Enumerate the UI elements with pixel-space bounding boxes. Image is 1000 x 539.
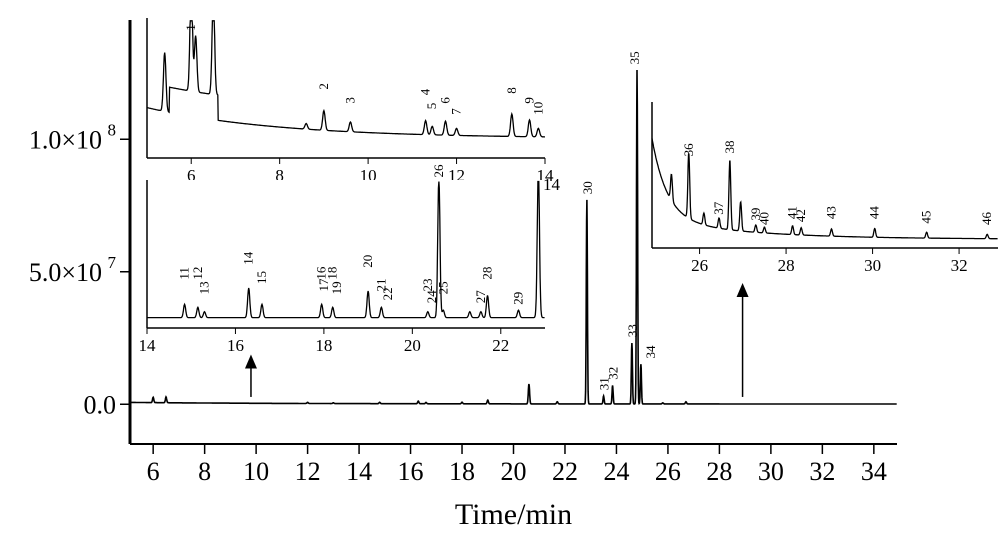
main-x-tick-label: 22 bbox=[552, 457, 578, 486]
main-x-tick-label: 6 bbox=[147, 457, 160, 486]
inset-top-peak-label: 3 bbox=[342, 97, 357, 104]
main-x-tick-label: 14 bbox=[346, 457, 372, 486]
inset-top-peak-label: 6 bbox=[438, 97, 453, 104]
main-x-tick-label: 32 bbox=[809, 457, 835, 486]
inset-top-peak-label: 9 bbox=[522, 97, 537, 104]
inset-top-peak-label: 10 bbox=[530, 102, 545, 115]
main-x-tick-label: 16 bbox=[398, 457, 424, 486]
inset-right-trace bbox=[651, 138, 998, 240]
inset-right-peak-label: 36 bbox=[681, 143, 696, 157]
inset-top-peak-label: 1 bbox=[183, 24, 198, 31]
main-peak-label: 31 bbox=[597, 377, 612, 390]
inset-middle-peak-label: 17 bbox=[316, 278, 331, 292]
inset-top-x-tick-label: 6 bbox=[187, 166, 196, 185]
inset-middle-x-tick-label: 18 bbox=[315, 336, 332, 355]
inset-top-peak-label: 7 bbox=[449, 108, 464, 115]
inset-right-x-tick-label: 30 bbox=[864, 256, 881, 275]
inset-right-peak-label: 41 bbox=[785, 206, 800, 219]
inset-right-peak-label: 44 bbox=[867, 206, 882, 220]
main-peak-label: 34 bbox=[643, 345, 658, 359]
inset-middle-trace bbox=[147, 180, 545, 319]
main-peak-label: 33 bbox=[625, 324, 640, 337]
inset-middle-peak-label: 28 bbox=[480, 267, 495, 280]
inset-middle-peak-label: 25 bbox=[435, 281, 450, 294]
zoom-arrow-head bbox=[244, 354, 257, 369]
inset-right-background bbox=[652, 102, 998, 248]
inset-top-background bbox=[147, 18, 545, 158]
main-y-tick-label: 0.0 bbox=[84, 390, 117, 419]
inset-middle-peak-label: 12 bbox=[190, 267, 205, 280]
inset-top-peak-label: 5 bbox=[424, 103, 439, 110]
inset-right-peak-label: 40 bbox=[756, 212, 771, 225]
main-x-tick-label: 12 bbox=[295, 457, 321, 486]
inset-middle-peak-label: 15 bbox=[254, 271, 269, 284]
inset-right-peak-label: 38 bbox=[722, 140, 737, 153]
inset-right-x-tick-label: 26 bbox=[691, 256, 708, 275]
inset-middle-x-tick-label: 22 bbox=[492, 336, 509, 355]
inset-top-trace bbox=[146, 20, 545, 138]
main-y-tick-label: 1.0×10 bbox=[29, 125, 102, 154]
inset-middle-background bbox=[147, 180, 545, 328]
inset-middle-peak-label: 22 bbox=[380, 287, 395, 300]
inset-middle-right-edge-label: 14 bbox=[543, 175, 561, 194]
main-x-tick-label: 30 bbox=[758, 457, 784, 486]
main-x-axis-title: Time/min bbox=[455, 498, 572, 531]
inset-right-peak-label: 42 bbox=[793, 209, 808, 222]
main-trace bbox=[130, 69, 897, 406]
inset-middle-peak-label: 26 bbox=[431, 164, 446, 178]
zoom-arrow-head bbox=[736, 283, 749, 297]
inset-middle-peak-label: 20 bbox=[360, 255, 375, 268]
main-peak-label: 32 bbox=[606, 367, 621, 380]
main-x-tick-label: 28 bbox=[706, 457, 732, 486]
main-y-tick-label: 5.0×10 bbox=[29, 258, 102, 287]
main-x-tick-label: 26 bbox=[655, 457, 681, 486]
inset-right-peak-label: 45 bbox=[919, 211, 934, 224]
inset-middle-peak-label: 24 bbox=[424, 290, 439, 304]
inset-right-x-tick-label: 32 bbox=[951, 256, 968, 275]
inset-middle-peak-label: 19 bbox=[329, 281, 344, 294]
inset-middle-peak-label: 18 bbox=[325, 267, 340, 280]
inset-middle-peak-label: 14 bbox=[241, 251, 256, 265]
inset-right-peak-label: 46 bbox=[979, 212, 994, 226]
inset-top-peak-label: 8 bbox=[504, 87, 519, 94]
inset-middle-peak-label: 23 bbox=[420, 278, 435, 291]
inset-middle-peak-label: 11 bbox=[177, 267, 192, 280]
main-y-tick-exponent: 7 bbox=[108, 253, 117, 272]
inset-right-x-tick-label: 28 bbox=[778, 256, 795, 275]
main-x-tick-label: 18 bbox=[449, 457, 475, 486]
main-x-tick-label: 34 bbox=[861, 457, 887, 486]
inset-middle-peak-label: 27 bbox=[473, 290, 488, 304]
inset-top-peak-label: 4 bbox=[418, 88, 433, 95]
main-y-tick-exponent: 8 bbox=[108, 120, 117, 139]
main-peak-label: 30 bbox=[580, 181, 595, 194]
inset-right-peak-label: 43 bbox=[823, 206, 838, 219]
inset-top-x-tick-label: 8 bbox=[275, 166, 284, 185]
inset-middle-peak-label: 29 bbox=[510, 292, 525, 305]
main-x-tick-label: 24 bbox=[603, 457, 629, 486]
inset-right-peak-label: 37 bbox=[711, 201, 726, 215]
inset-top-peak-label: 2 bbox=[316, 83, 331, 90]
inset-middle-x-tick-label: 14 bbox=[139, 336, 157, 355]
inset-middle-x-tick-label: 20 bbox=[404, 336, 421, 355]
inset-middle-peak-label: 16 bbox=[314, 266, 329, 280]
inset-middle-x-tick-label: 16 bbox=[227, 336, 244, 355]
inset-right-peak-label: 39 bbox=[748, 208, 763, 221]
main-x-tick-label: 8 bbox=[198, 457, 211, 486]
inset-middle-peak-label: 13 bbox=[196, 281, 211, 294]
inset-middle-peak-label: 21 bbox=[373, 278, 388, 291]
main-peak-label: 35 bbox=[627, 51, 642, 64]
main-x-tick-label: 20 bbox=[501, 457, 527, 486]
main-x-tick-label: 10 bbox=[243, 457, 269, 486]
